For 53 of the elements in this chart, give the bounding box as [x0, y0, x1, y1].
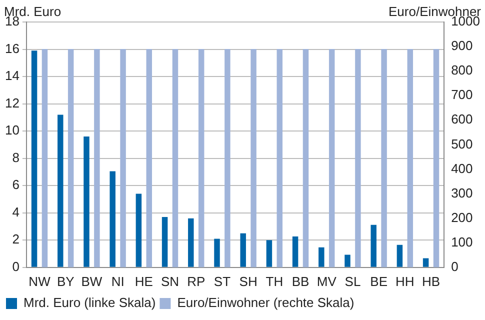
bar [396, 244, 403, 267]
y-tick-label: 0 [12, 258, 20, 274]
x-tick-label: SN [160, 274, 180, 289]
bar [370, 224, 376, 267]
bar [240, 233, 246, 267]
y2-tick-label: 200 [451, 210, 473, 225]
bar [110, 171, 116, 267]
bar [136, 194, 142, 267]
x-tick-label: BE [370, 274, 388, 289]
y2-tick-label: 600 [451, 112, 473, 127]
x-tick-label: NW [28, 274, 52, 289]
bar [214, 238, 220, 267]
bar [266, 240, 272, 267]
y2-tick-label: 700 [451, 87, 473, 102]
x-tick-label: BY [56, 274, 75, 289]
x-tick-label: BW [81, 274, 103, 289]
bar [188, 218, 194, 267]
y-tick-label: 14 [4, 68, 20, 84]
legend-label: Mrd. Euro (linke Skala) [24, 295, 156, 310]
bar [292, 236, 298, 267]
y2-tick-label: 0 [451, 258, 458, 274]
y-tick-label: 4 [12, 204, 20, 220]
y-tick-label: 8 [12, 150, 20, 165]
y-tick-label: 16 [4, 40, 20, 56]
legend-label: Euro/Einwohner (rechte Skala) [177, 295, 354, 310]
y-tick-label: 6 [12, 177, 20, 192]
x-tick-label: MV [316, 274, 337, 289]
bar [318, 247, 324, 267]
bar [162, 216, 168, 267]
x-tick-label: SH [239, 274, 258, 289]
x-tick-label: ST [214, 274, 231, 289]
x-tick-label: HH [396, 274, 414, 289]
y-tick-label: 10 [4, 122, 20, 138]
y2-tick-label: 400 [451, 160, 473, 176]
y2-tick-label: 500 [451, 136, 473, 152]
bar [344, 254, 350, 267]
x-tick-label: TH [266, 274, 284, 289]
y2-tick-label: 800 [451, 62, 473, 78]
x-tick-label: BB [292, 274, 310, 289]
bar [422, 258, 429, 267]
y-tick-label: 2 [12, 232, 20, 247]
x-tick-label: SL [344, 274, 361, 289]
x-tick-label: RP [187, 274, 206, 289]
x-tick-label: HE [134, 274, 154, 289]
x-tick-label: HB [422, 274, 440, 289]
y2-tick-label: 100 [451, 234, 473, 250]
bar [84, 136, 90, 267]
y2-tick-label: 300 [451, 185, 473, 200]
x-tick-label: NI [111, 274, 124, 289]
y-tick-label: 12 [4, 95, 20, 110]
bar [31, 50, 38, 267]
bar [58, 114, 64, 267]
y2-tick-label: 900 [451, 38, 473, 54]
